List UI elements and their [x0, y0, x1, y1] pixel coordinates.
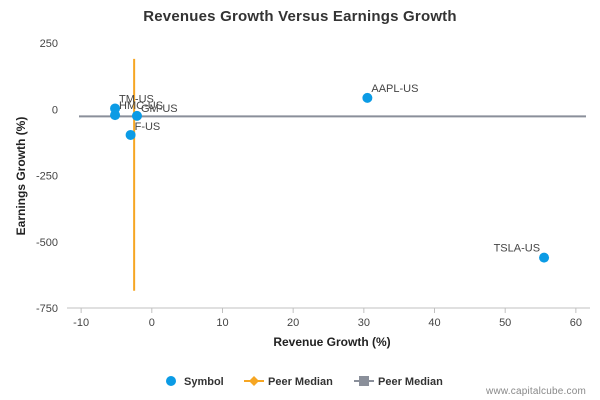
legend-symbol-marker — [166, 376, 176, 386]
data-point-label: AAPL-US — [371, 83, 418, 95]
data-point[interactable] — [110, 110, 121, 121]
chart-title: Revenues Growth Versus Earnings Growth — [143, 8, 457, 25]
legend: Symbol Peer Median Peer Median — [166, 376, 443, 388]
y-axis-title: Earnings Growth (%) — [14, 117, 28, 236]
legend-item-peer-median-y[interactable]: Peer Median — [354, 376, 443, 388]
x-tick-label: 10 — [216, 317, 228, 329]
x-axis-title: Revenue Growth (%) — [273, 335, 390, 349]
data-point[interactable] — [125, 129, 136, 140]
x-tick-label: 60 — [570, 317, 582, 329]
data-point[interactable] — [131, 110, 142, 121]
y-tick-label: 250 — [40, 38, 58, 50]
legend-median-y-square — [359, 376, 369, 386]
x-tick-label: 50 — [499, 317, 511, 329]
x-tick-label: 30 — [358, 317, 370, 329]
data-point[interactable] — [539, 252, 550, 263]
x-tick-label: 20 — [287, 317, 299, 329]
legend-item-peer-median-x[interactable]: Peer Median — [244, 376, 333, 388]
data-point-label: F-US — [135, 121, 161, 133]
x-tick-label: 0 — [149, 317, 155, 329]
data-point-label: TSLA-US — [494, 243, 540, 255]
x-tick-label: 40 — [428, 317, 440, 329]
median-lines-layer — [79, 58, 586, 291]
legend-symbol-label: Symbol — [184, 376, 224, 388]
legend-median-x-diamond — [249, 376, 259, 386]
y-tick-label: 0 — [52, 104, 58, 116]
x-tick-label: -10 — [73, 317, 89, 329]
legend-item-symbol[interactable]: Symbol — [166, 376, 224, 388]
data-point-label: HMC-US — [119, 100, 163, 112]
axes-layer: -10 0 10 20 30 40 50 60 250 0 -250 -500 -750 — [36, 38, 590, 329]
y-tick-label: -750 — [36, 303, 58, 315]
y-tick-label: -250 — [36, 171, 58, 183]
data-point[interactable] — [362, 92, 373, 103]
data-point-label: TM-US — [119, 93, 154, 105]
legend-median-x-label: Peer Median — [268, 376, 333, 388]
y-tick-label: -500 — [36, 237, 58, 249]
legend-median-y-label: Peer Median — [378, 376, 443, 388]
data-point-label: GM-US — [141, 103, 178, 115]
credit-text: www.capitalcube.com — [486, 386, 586, 397]
